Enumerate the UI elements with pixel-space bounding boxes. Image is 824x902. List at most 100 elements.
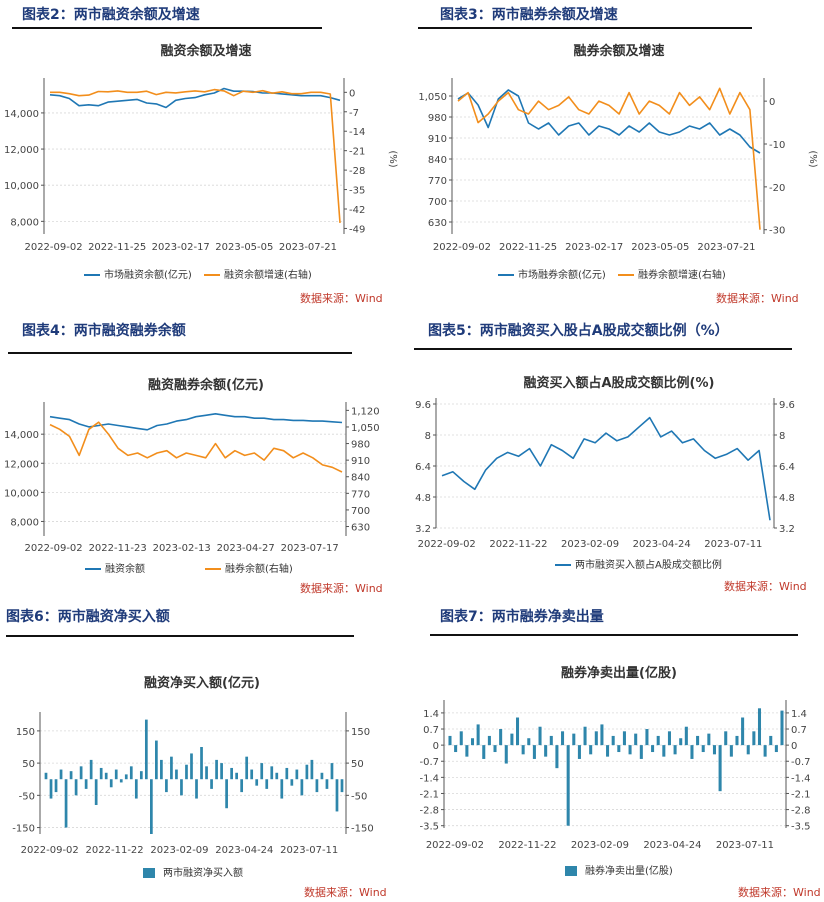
y2-tick-label: -150 <box>351 824 374 835</box>
bar <box>84 779 88 789</box>
bar <box>516 717 520 746</box>
bar <box>701 745 705 753</box>
bar <box>454 745 458 753</box>
y-tick-label: 12,000 <box>4 145 39 156</box>
bar <box>645 729 649 746</box>
x-tick-label: 2022-11-25 <box>499 242 557 253</box>
bar <box>79 766 83 780</box>
bar <box>119 779 123 783</box>
bar <box>589 745 593 755</box>
y2-tick-label: 0 <box>349 88 355 99</box>
x-tick-label: 2023-02-13 <box>153 543 211 554</box>
y-tick-label: -0.7 <box>419 757 439 768</box>
bar <box>628 745 632 755</box>
bar <box>622 731 626 746</box>
bar <box>225 779 228 809</box>
bar <box>200 747 203 780</box>
bar <box>521 745 525 755</box>
y2-tick-label: -3.5 <box>791 822 811 833</box>
y-tick-label: 4.8 <box>415 493 431 504</box>
y2-tick-label: 770 <box>351 489 370 500</box>
chart-title: 融资余额及增速 <box>160 44 252 59</box>
x-tick-label: 2022-09-02 <box>24 242 82 253</box>
legend-label: 市场融券余额(亿元) <box>518 268 606 281</box>
y-tick-label: -150 <box>12 824 35 835</box>
y2-tick-label: -20 <box>769 183 785 194</box>
y2-tick-label: 8 <box>779 431 785 442</box>
x-tick-label: 2023-02-09 <box>571 840 629 851</box>
bar <box>149 779 153 834</box>
bar <box>448 735 452 746</box>
x-tick-label: 2023-05-05 <box>215 242 273 253</box>
bar <box>538 726 542 746</box>
bar <box>656 735 660 746</box>
bar <box>220 763 223 780</box>
chart-title: 融券净卖出量(亿股) <box>561 666 677 681</box>
y2-tick-label: 9.6 <box>779 400 795 411</box>
y2-tick-label: 0 <box>769 97 775 108</box>
x-tick-label: 2022-11-22 <box>489 539 547 550</box>
y2-tick-label: -2.1 <box>791 789 811 800</box>
bar <box>662 745 666 757</box>
bar <box>712 745 716 755</box>
x-tick-label: 2023-07-11 <box>280 845 338 856</box>
x-tick-label: 2023-07-21 <box>697 242 755 253</box>
y-tick-label: 1.4 <box>423 709 439 720</box>
source-note: 数据来源：Wind <box>738 886 821 899</box>
y2-tick-label: -35 <box>349 186 365 197</box>
bar <box>205 766 208 780</box>
bar <box>504 745 508 764</box>
bar <box>265 779 269 789</box>
title-rule <box>430 634 798 636</box>
figure-6: 图表6：两市融资净买入额 融资净买入额(亿元) -150 -50 50 150 -150… <box>0 600 404 902</box>
bar <box>270 766 274 780</box>
figure-7: 图表7：两市融券净卖出量 融券净卖出量(亿股) 1.4 0.7 0 -0.7 -1.4 -… <box>414 600 824 902</box>
source-note: 数据来源：Wind <box>300 292 383 305</box>
bar <box>89 759 93 780</box>
y2-tick-label: 6.4 <box>779 462 795 473</box>
x-tick-label: 2023-04-27 <box>217 543 275 554</box>
bar <box>470 738 475 746</box>
bar <box>315 779 319 793</box>
y2-tick-label: -0.7 <box>791 757 811 768</box>
y2-tick-label: -1.4 <box>791 773 811 784</box>
x-tick-label: 2022-09-02 <box>21 845 79 856</box>
bar <box>44 772 48 780</box>
legend-label: 融资余额增速(右轴) <box>224 268 312 281</box>
y2-tick-label: 700 <box>351 506 370 517</box>
x-tick-label: 2023-04-24 <box>643 840 701 851</box>
y2-tick-label: 3.2 <box>779 524 795 535</box>
legend-label: 融券余额增速(右轴) <box>638 268 726 281</box>
y-tick-label: 14,000 <box>4 109 39 120</box>
bar <box>99 767 103 780</box>
bar <box>634 733 638 746</box>
series-line <box>50 88 341 223</box>
legend-label: 两市融资净买入额 <box>163 866 243 879</box>
bar <box>114 769 118 780</box>
bar <box>320 772 324 780</box>
x-tick-label: 2023-02-09 <box>150 845 208 856</box>
source-note: 数据来源：Wind <box>300 582 383 595</box>
y-tick-label: 980 <box>428 113 447 124</box>
bar <box>245 756 249 780</box>
bar <box>165 779 168 793</box>
x-tick-label: 2023-07-17 <box>281 543 339 554</box>
bar <box>275 772 279 780</box>
title-rule <box>12 27 322 29</box>
source-note: 数据来源：Wind <box>724 580 807 593</box>
bar <box>729 745 733 757</box>
bar <box>185 764 188 780</box>
y-tick-label: 1,050 <box>418 92 447 103</box>
y2-tick-label: 910 <box>351 456 370 467</box>
x-tick-label: 2023-07-21 <box>279 242 337 253</box>
series-line <box>49 87 341 109</box>
bar <box>74 779 78 796</box>
y2-tick-label: -42 <box>349 205 365 216</box>
y2-tick-label: -21 <box>349 147 365 158</box>
bar <box>330 763 334 780</box>
bar <box>696 735 700 746</box>
y-tick-label: 630 <box>428 218 447 229</box>
chart-title: 融资融券余额(亿元) <box>148 378 264 393</box>
bar <box>240 779 244 793</box>
x-tick-label: 2023-02-17 <box>565 242 623 253</box>
